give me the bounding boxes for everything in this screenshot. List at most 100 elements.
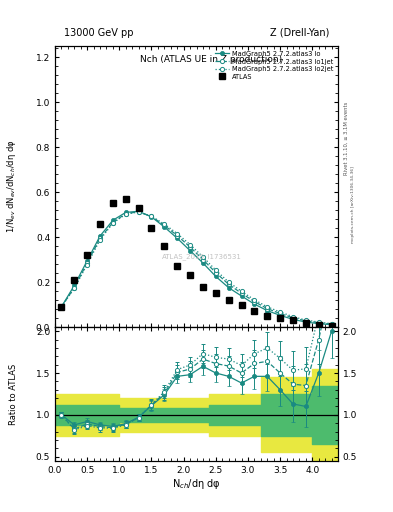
MadGraph5 2.7.2.atlas3 lo1jet: [278, 310, 283, 316]
ATLAS: [213, 290, 218, 296]
Text: 13000 GeV pp: 13000 GeV pp: [64, 28, 133, 38]
MadGraph5 2.7.2.atlas3 lo: [98, 233, 103, 239]
MadGraph5 2.7.2.atlas3 lo1jet: [149, 214, 154, 220]
ATLAS: [136, 205, 141, 211]
MadGraph5 2.7.2.atlas3 lo: [110, 217, 115, 223]
MadGraph5 2.7.2.atlas3 lo2jet: [123, 211, 128, 217]
MadGraph5 2.7.2.atlas3 lo: [175, 235, 180, 241]
ATLAS: [265, 313, 270, 319]
MadGraph5 2.7.2.atlas3 lo: [303, 319, 308, 325]
MadGraph5 2.7.2.atlas3 lo2jet: [303, 317, 308, 323]
MadGraph5 2.7.2.atlas3 lo1jet: [265, 306, 270, 312]
MadGraph5 2.7.2.atlas3 lo1jet: [85, 260, 90, 266]
Line: MadGraph5 2.7.2.atlas3 lo: MadGraph5 2.7.2.atlas3 lo: [59, 209, 334, 327]
MadGraph5 2.7.2.atlas3 lo2jet: [188, 242, 193, 248]
MadGraph5 2.7.2.atlas3 lo1jet: [175, 232, 180, 239]
MadGraph5 2.7.2.atlas3 lo1jet: [110, 220, 115, 226]
Text: Rivet 3.1.10, ≥ 3.1M events: Rivet 3.1.10, ≥ 3.1M events: [344, 101, 349, 175]
MadGraph5 2.7.2.atlas3 lo: [265, 308, 270, 314]
MadGraph5 2.7.2.atlas3 lo: [149, 214, 154, 220]
MadGraph5 2.7.2.atlas3 lo: [290, 316, 295, 323]
MadGraph5 2.7.2.atlas3 lo2jet: [136, 209, 141, 215]
MadGraph5 2.7.2.atlas3 lo2jet: [98, 237, 103, 243]
ATLAS: [252, 308, 257, 314]
MadGraph5 2.7.2.atlas3 lo1jet: [136, 209, 141, 215]
MadGraph5 2.7.2.atlas3 lo2jet: [149, 213, 154, 219]
MadGraph5 2.7.2.atlas3 lo1jet: [188, 244, 193, 250]
MadGraph5 2.7.2.atlas3 lo2jet: [290, 314, 295, 320]
ATLAS: [85, 252, 90, 258]
Y-axis label: 1/N$_{ev}$ dN$_{ev}$/dN$_{ch}$/dη dφ: 1/N$_{ev}$ dN$_{ev}$/dN$_{ch}$/dη dφ: [5, 140, 18, 233]
ATLAS: [123, 196, 128, 202]
MadGraph5 2.7.2.atlas3 lo2jet: [59, 304, 64, 310]
MadGraph5 2.7.2.atlas3 lo1jet: [123, 210, 128, 217]
Text: mcplots.cern.ch [arXiv:1306.34-36]: mcplots.cern.ch [arXiv:1306.34-36]: [351, 166, 355, 243]
Text: Nch (ATLAS UE in Z production): Nch (ATLAS UE in Z production): [140, 54, 282, 63]
ATLAS: [110, 200, 115, 206]
MadGraph5 2.7.2.atlas3 lo1jet: [239, 290, 244, 296]
Legend: MadGraph5 2.7.2.atlas3 lo, MadGraph5 2.7.2.atlas3 lo1jet, MadGraph5 2.7.2.atlas3: MadGraph5 2.7.2.atlas3 lo, MadGraph5 2.7…: [213, 50, 335, 81]
MadGraph5 2.7.2.atlas3 lo: [252, 301, 257, 307]
ATLAS: [175, 263, 180, 269]
ATLAS: [72, 277, 77, 283]
MadGraph5 2.7.2.atlas3 lo: [136, 208, 141, 215]
ATLAS: [149, 225, 154, 231]
MadGraph5 2.7.2.atlas3 lo1jet: [290, 315, 295, 321]
MadGraph5 2.7.2.atlas3 lo2jet: [316, 319, 321, 325]
MadGraph5 2.7.2.atlas3 lo1jet: [213, 269, 218, 275]
MadGraph5 2.7.2.atlas3 lo: [188, 247, 193, 253]
MadGraph5 2.7.2.atlas3 lo1jet: [252, 298, 257, 305]
MadGraph5 2.7.2.atlas3 lo: [329, 322, 334, 328]
MadGraph5 2.7.2.atlas3 lo2jet: [226, 279, 231, 285]
MadGraph5 2.7.2.atlas3 lo1jet: [303, 318, 308, 324]
MadGraph5 2.7.2.atlas3 lo1jet: [200, 257, 205, 263]
MadGraph5 2.7.2.atlas3 lo2jet: [239, 288, 244, 294]
ATLAS: [188, 272, 193, 279]
Line: ATLAS: ATLAS: [58, 196, 335, 329]
MadGraph5 2.7.2.atlas3 lo1jet: [98, 235, 103, 241]
MadGraph5 2.7.2.atlas3 lo: [72, 283, 77, 289]
MadGraph5 2.7.2.atlas3 lo2jet: [278, 309, 283, 315]
ATLAS: [98, 221, 103, 227]
MadGraph5 2.7.2.atlas3 lo: [85, 258, 90, 264]
MadGraph5 2.7.2.atlas3 lo1jet: [316, 319, 321, 326]
Line: MadGraph5 2.7.2.atlas3 lo1jet: MadGraph5 2.7.2.atlas3 lo1jet: [59, 210, 334, 326]
ATLAS: [290, 317, 295, 324]
MadGraph5 2.7.2.atlas3 lo: [213, 273, 218, 280]
ATLAS: [329, 323, 334, 329]
X-axis label: N$_{ch}$/dη dφ: N$_{ch}$/dη dφ: [172, 477, 221, 492]
MadGraph5 2.7.2.atlas3 lo2jet: [252, 297, 257, 303]
MadGraph5 2.7.2.atlas3 lo: [226, 285, 231, 291]
MadGraph5 2.7.2.atlas3 lo2jet: [175, 230, 180, 237]
MadGraph5 2.7.2.atlas3 lo2jet: [110, 220, 115, 226]
MadGraph5 2.7.2.atlas3 lo2jet: [85, 262, 90, 268]
MadGraph5 2.7.2.atlas3 lo: [162, 224, 167, 230]
Text: ATLAS_2019_I1736531: ATLAS_2019_I1736531: [162, 253, 242, 260]
MadGraph5 2.7.2.atlas3 lo: [200, 260, 205, 266]
ATLAS: [278, 315, 283, 321]
MadGraph5 2.7.2.atlas3 lo: [316, 321, 321, 327]
MadGraph5 2.7.2.atlas3 lo1jet: [72, 285, 77, 291]
MadGraph5 2.7.2.atlas3 lo2jet: [213, 267, 218, 273]
MadGraph5 2.7.2.atlas3 lo: [59, 304, 64, 310]
MadGraph5 2.7.2.atlas3 lo2jet: [329, 321, 334, 327]
MadGraph5 2.7.2.atlas3 lo: [278, 312, 283, 318]
MadGraph5 2.7.2.atlas3 lo2jet: [72, 285, 77, 291]
ATLAS: [316, 322, 321, 328]
MadGraph5 2.7.2.atlas3 lo1jet: [226, 281, 231, 287]
ATLAS: [239, 302, 244, 308]
MadGraph5 2.7.2.atlas3 lo: [123, 209, 128, 216]
MadGraph5 2.7.2.atlas3 lo: [239, 293, 244, 299]
Text: Z (Drell-Yan): Z (Drell-Yan): [270, 28, 329, 38]
MadGraph5 2.7.2.atlas3 lo2jet: [162, 221, 167, 227]
MadGraph5 2.7.2.atlas3 lo1jet: [59, 304, 64, 310]
MadGraph5 2.7.2.atlas3 lo1jet: [329, 321, 334, 327]
ATLAS: [303, 319, 308, 326]
ATLAS: [59, 304, 64, 310]
ATLAS: [200, 284, 205, 290]
ATLAS: [162, 243, 167, 249]
MadGraph5 2.7.2.atlas3 lo2jet: [265, 304, 270, 310]
Line: MadGraph5 2.7.2.atlas3 lo2jet: MadGraph5 2.7.2.atlas3 lo2jet: [59, 210, 334, 326]
MadGraph5 2.7.2.atlas3 lo1jet: [162, 222, 167, 228]
Y-axis label: Ratio to ATLAS: Ratio to ATLAS: [9, 364, 18, 424]
